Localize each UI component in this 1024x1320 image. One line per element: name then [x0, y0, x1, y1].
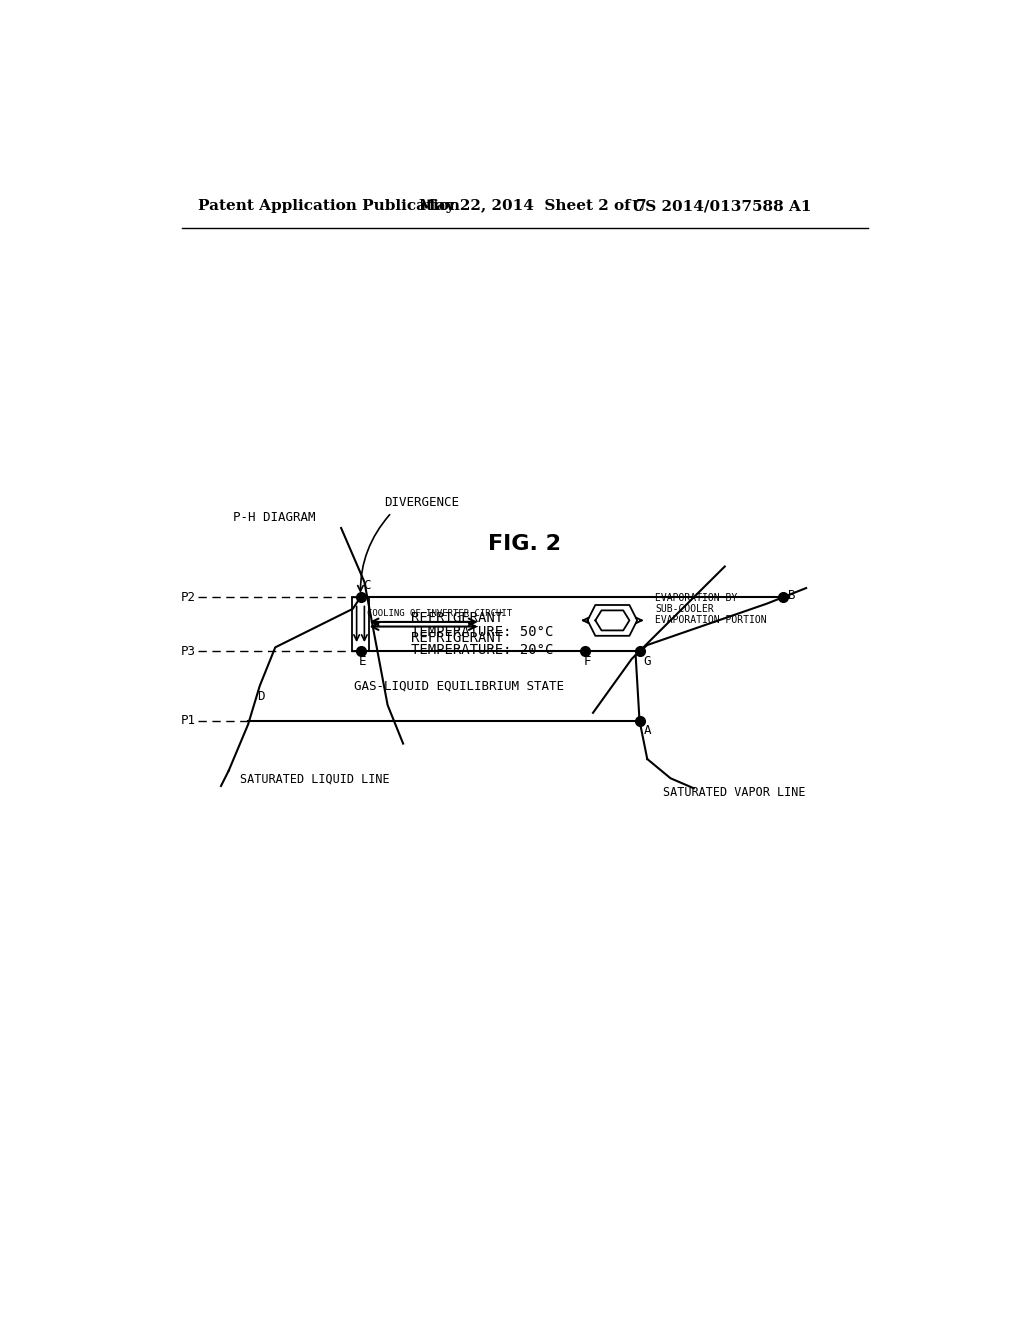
Text: A: A: [643, 725, 651, 738]
Text: Patent Application Publication: Patent Application Publication: [198, 199, 460, 213]
Text: G: G: [643, 655, 651, 668]
Text: EVAPORATION BY: EVAPORATION BY: [655, 594, 737, 603]
Text: REFRIGERANT: REFRIGERANT: [411, 611, 503, 626]
Text: P3: P3: [181, 644, 197, 657]
Text: SATURATED VAPOR LINE: SATURATED VAPOR LINE: [663, 785, 805, 799]
Bar: [352, 597, 369, 651]
Text: TEMPERATURE: 20°C: TEMPERATURE: 20°C: [411, 643, 553, 657]
Text: C: C: [364, 579, 371, 591]
Text: TEMPERATURE: 50°C: TEMPERATURE: 50°C: [411, 626, 553, 639]
Text: D: D: [257, 690, 264, 702]
Text: REFRIGERANT: REFRIGERANT: [411, 631, 503, 645]
Text: DIVERGENCE: DIVERGENCE: [384, 496, 459, 508]
Text: P-H DIAGRAM: P-H DIAGRAM: [232, 511, 315, 524]
Text: EVAPORATION PORTION: EVAPORATION PORTION: [655, 615, 767, 624]
Text: COOLING OF INVERTER CIRCUIT: COOLING OF INVERTER CIRCUIT: [367, 609, 512, 618]
Text: GAS-LIQUID EQUILIBRIUM STATE: GAS-LIQUID EQUILIBRIUM STATE: [354, 680, 564, 693]
Text: P1: P1: [181, 714, 197, 727]
Text: E: E: [358, 655, 366, 668]
Text: B: B: [788, 589, 796, 602]
Text: May 22, 2014  Sheet 2 of 7: May 22, 2014 Sheet 2 of 7: [419, 199, 646, 213]
Text: FIG. 2: FIG. 2: [488, 535, 561, 554]
Text: F: F: [584, 655, 591, 668]
Text: P2: P2: [181, 591, 197, 603]
Text: SUB-COOLER: SUB-COOLER: [655, 605, 714, 614]
Text: SATURATED LIQUID LINE: SATURATED LIQUID LINE: [241, 774, 390, 785]
Text: US 2014/0137588 A1: US 2014/0137588 A1: [632, 199, 811, 213]
